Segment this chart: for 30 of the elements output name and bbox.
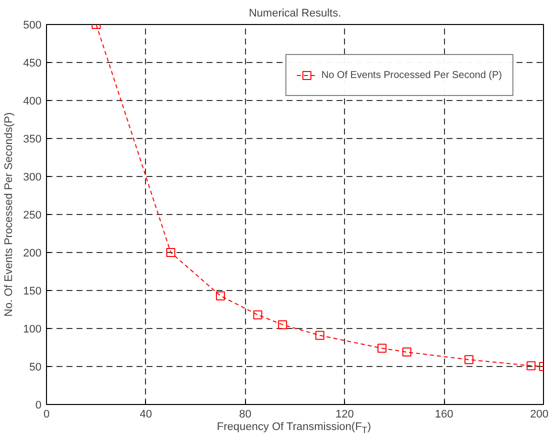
point (253, 310, 262, 320)
point (526, 361, 536, 370)
point (315, 330, 324, 340)
y-tick-label: 50 (29, 362, 42, 374)
y-axis-title: No. Of Events Processed Per Seconds(P) (3, 112, 16, 317)
x-tick-label: 200 (530, 408, 549, 420)
y-tick-label: 350 (23, 134, 42, 146)
y-tick-label: 100 (23, 324, 42, 336)
x-tick-label: 120 (336, 408, 354, 420)
y-tick-label: 300 (23, 172, 42, 184)
point (377, 344, 386, 353)
y-tick-label: 150 (23, 286, 42, 298)
point (216, 291, 225, 300)
x-axis-title: Frequency Of Transmission(F$_{T}$) (216, 420, 372, 438)
x-tick-label: 40 (140, 408, 152, 420)
point (278, 320, 288, 330)
x-tick-label: 160 (434, 408, 454, 420)
y-tick-label: 400 (23, 96, 42, 108)
chart-title: Numerical Results. (248, 8, 342, 20)
point (402, 348, 412, 357)
y-tick-label: 450 (23, 58, 42, 70)
y-tick-label: 200 (23, 248, 42, 260)
legend-label: No Of Events Processed Per Second (P) (321, 70, 502, 80)
x-tick-label: 80 (239, 408, 252, 420)
y-tick-label: 0 (35, 400, 42, 412)
y-tick-label: 250 (23, 210, 42, 222)
y-tick-label: 500 (23, 20, 42, 32)
point (464, 355, 474, 364)
point (166, 248, 176, 257)
x-tick-label: 0 (43, 408, 50, 420)
